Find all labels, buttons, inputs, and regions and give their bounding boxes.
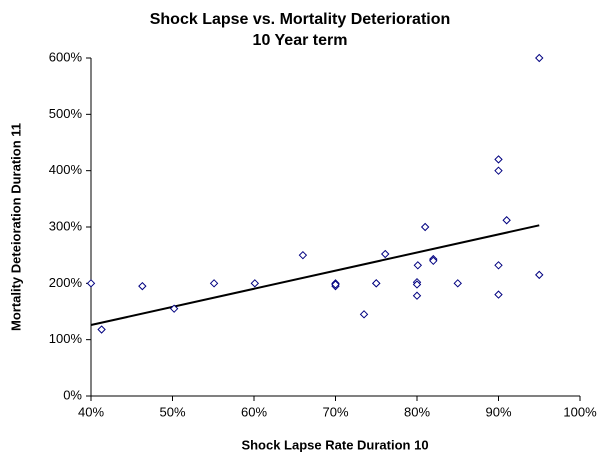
data-point [331,280,340,289]
data-point [97,325,106,334]
x-tick-label: 50% [159,404,185,419]
y-tick-label: 100% [49,331,83,346]
data-point [535,53,544,63]
y-tick-label: 400% [49,162,83,177]
x-tick-label: 60% [241,404,267,419]
x-tick-label: 90% [485,404,511,419]
data-point [494,290,503,299]
data-point [381,249,390,259]
data-point [494,166,503,175]
y-tick-label: 300% [49,218,83,233]
data-point [250,279,260,288]
y-tick-label: 0% [63,387,82,402]
data-point [494,155,503,164]
data-point [502,216,511,225]
data-point [494,261,503,270]
y-tick-label: 600% [49,49,83,64]
data-point [359,310,369,319]
data-point [535,270,544,280]
trendline [90,224,540,326]
x-tick-label: 40% [78,404,104,419]
chart-title: Shock Lapse vs. Mortality Deterioration [150,11,451,28]
x-tick-label: 70% [322,404,348,419]
y-axis-title: Mortality Deteioration Duration 11 [8,123,23,331]
chart-subtitle: 10 Year term [253,32,348,49]
data-point [420,222,430,232]
x-axis-title: Shock Lapse Rate Duration 10 [241,437,428,452]
data-point [429,256,438,266]
x-tick-label: 100% [563,404,597,419]
data-point [412,280,422,289]
y-tick-label: 200% [49,275,83,290]
data-point [453,279,462,288]
data-point [209,279,219,288]
data-point [413,261,423,270]
data-point [412,291,422,300]
data-point [372,279,381,288]
y-tick-label: 500% [49,106,83,121]
x-tick-label: 80% [404,404,430,419]
data-point [298,250,308,260]
data-point [169,304,179,313]
data-point [86,279,96,288]
data-point [138,281,147,291]
